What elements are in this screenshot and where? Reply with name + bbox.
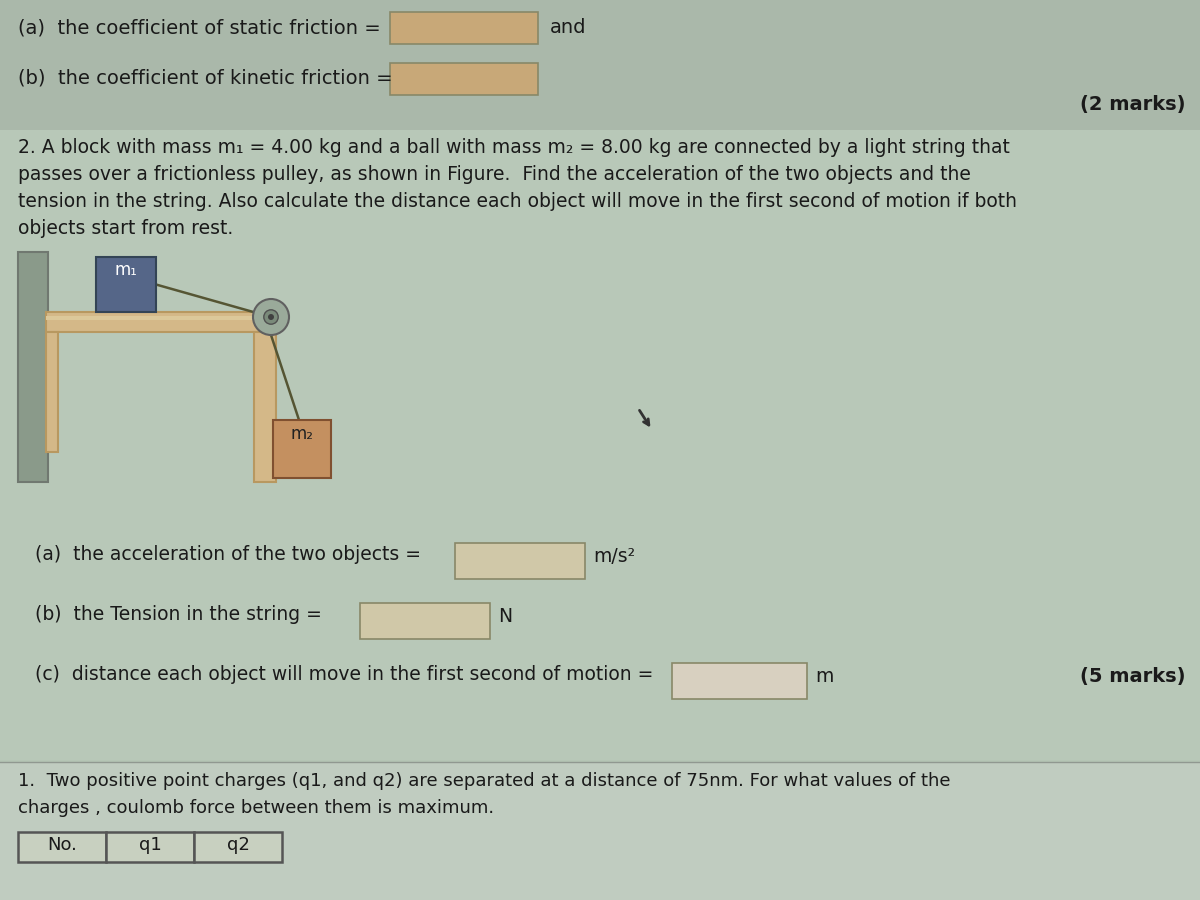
Bar (46, 332, 58, 452)
Text: No.: No. (47, 836, 77, 854)
Bar (360, 603, 490, 639)
Bar (106, 832, 194, 862)
Bar (0, 0, 1200, 130)
Bar (96, 257, 156, 312)
Bar (672, 663, 808, 699)
Text: passes over a frictionless pulley, as shown in Figure.  Find the acceleration of: passes over a frictionless pulley, as sh… (18, 165, 971, 184)
Bar (390, 63, 538, 95)
Text: q1: q1 (139, 836, 161, 854)
Bar (46, 316, 276, 320)
Bar (194, 832, 282, 862)
Bar (18, 832, 106, 862)
Bar (455, 543, 586, 579)
Text: m₂: m₂ (290, 425, 313, 443)
Bar (18, 252, 48, 482)
Bar (0, 762, 1200, 900)
Text: m/s²: m/s² (593, 547, 635, 566)
Circle shape (268, 314, 274, 320)
Text: (a)  the acceleration of the two objects =: (a) the acceleration of the two objects … (35, 545, 421, 564)
Circle shape (253, 299, 289, 335)
Bar (254, 332, 276, 482)
Text: 1.  Two positive point charges (q1, and q2) are separated at a distance of 75nm.: 1. Two positive point charges (q1, and q… (18, 772, 950, 790)
Text: tension in the string. Also calculate the distance each object will move in the : tension in the string. Also calculate th… (18, 192, 1018, 211)
Text: (b)  the coefficient of kinetic friction =: (b) the coefficient of kinetic friction … (18, 68, 392, 87)
Text: (b)  the Tension in the string =: (b) the Tension in the string = (35, 605, 322, 624)
Text: 2. A block with mass m₁ = 4.00 kg and a ball with mass m₂ = 8.00 kg are connecte: 2. A block with mass m₁ = 4.00 kg and a … (18, 138, 1010, 157)
Text: (a)  the coefficient of static friction =: (a) the coefficient of static friction = (18, 18, 380, 37)
Bar (46, 312, 276, 332)
Text: and: and (550, 18, 587, 37)
Text: (c)  distance each object will move in the first second of motion =: (c) distance each object will move in th… (35, 665, 653, 684)
Bar (0, 130, 1200, 760)
Bar (274, 420, 331, 478)
Text: N: N (498, 607, 512, 626)
Text: m: m (815, 667, 833, 686)
Circle shape (264, 310, 278, 324)
Text: charges , coulomb force between them is maximum.: charges , coulomb force between them is … (18, 799, 494, 817)
Bar (390, 12, 538, 44)
Text: m₁: m₁ (114, 261, 138, 279)
Text: (5 marks): (5 marks) (1080, 667, 1186, 686)
Text: objects start from rest.: objects start from rest. (18, 219, 233, 238)
Text: (2 marks): (2 marks) (1080, 95, 1186, 114)
Text: q2: q2 (227, 836, 250, 854)
